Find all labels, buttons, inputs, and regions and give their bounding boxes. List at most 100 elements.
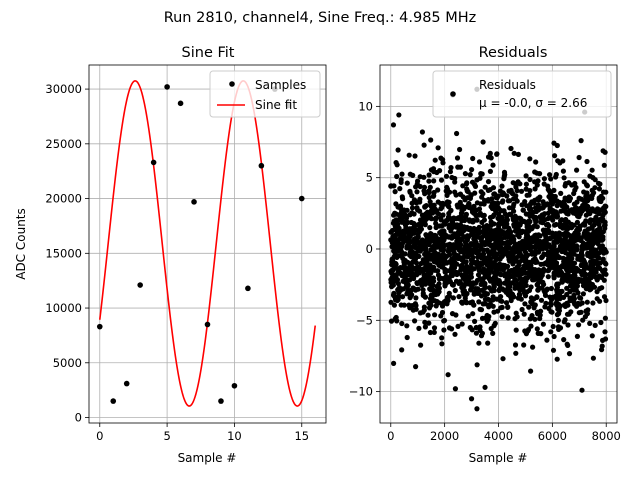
residual-point: [504, 264, 510, 270]
residual-point: [597, 230, 603, 236]
residual-point: [536, 197, 542, 203]
residual-point: [506, 269, 512, 275]
residual-point: [567, 238, 573, 244]
residual-point: [537, 312, 543, 318]
residual-point: [431, 178, 437, 184]
residual-point: [496, 211, 502, 217]
residual-point: [473, 213, 479, 219]
residual-point: [449, 219, 455, 225]
residual-point: [462, 239, 468, 245]
sine-fit-title: Sine Fit: [182, 45, 235, 61]
residual-point: [586, 251, 592, 257]
residual-point: [563, 234, 569, 240]
residual-point: [391, 266, 397, 272]
residual-point: [423, 245, 429, 251]
residual-point: [551, 197, 557, 203]
residual-point: [553, 209, 559, 215]
residual-point: [424, 275, 430, 281]
residual-point: [593, 269, 599, 275]
residual-point: [527, 205, 533, 211]
residual-point: [545, 274, 551, 280]
residual-point: [464, 300, 470, 306]
residual-point: [533, 257, 539, 263]
residual-point: [554, 356, 560, 362]
residual-point: [466, 244, 472, 250]
residual-point: [526, 304, 532, 310]
residual-point: [600, 189, 607, 195]
residual-point: [565, 322, 571, 328]
residual-point: [552, 255, 558, 261]
residual-point: [456, 294, 462, 300]
residual-point: [399, 347, 405, 353]
residual-point: [528, 212, 534, 218]
residual-point: [579, 252, 585, 258]
residual-point: [465, 313, 471, 319]
residual-point: [511, 266, 518, 272]
residual-point: [473, 280, 479, 286]
residual-point: [477, 175, 483, 181]
sample-point: [96, 323, 103, 330]
residual-point: [478, 189, 484, 195]
residual-point: [547, 205, 553, 211]
residual-point: [392, 240, 398, 246]
residual-point: [580, 291, 587, 297]
residual-point: [571, 234, 577, 240]
residual-point: [559, 288, 565, 294]
residual-point: [505, 233, 511, 239]
residual-point: [528, 284, 534, 290]
residual-point: [481, 259, 487, 266]
residual-point: [533, 219, 539, 225]
residual-point: [532, 186, 538, 192]
residual-point: [472, 236, 478, 242]
residual-point: [493, 237, 499, 243]
residual-point: [435, 145, 441, 151]
residual-point: [561, 337, 567, 343]
residual-point: [396, 212, 402, 218]
residual-point: [417, 199, 423, 205]
residual-outlier-point: [482, 384, 488, 390]
residual-point: [588, 217, 594, 223]
residual-point: [571, 201, 578, 207]
residual-point: [487, 150, 493, 156]
residual-point: [557, 221, 563, 227]
residuals-x-tick-label: 6000: [538, 429, 567, 443]
sample-point: [298, 195, 305, 202]
residual-point: [388, 229, 394, 235]
residual-point: [449, 326, 455, 332]
residual-point: [418, 342, 424, 348]
residual-point: [413, 184, 419, 190]
residual-point: [468, 257, 474, 263]
residual-point: [427, 184, 433, 190]
residual-point: [405, 259, 411, 265]
residual-point: [594, 218, 600, 224]
residual-point: [583, 263, 589, 269]
residuals-data: [388, 86, 609, 412]
residual-point: [528, 323, 534, 329]
residual-point: [590, 300, 596, 306]
residual-point: [408, 293, 414, 299]
residual-point: [486, 302, 492, 308]
residual-point: [516, 234, 522, 240]
residual-point: [548, 214, 555, 221]
residuals-y-tick-label: 0: [366, 242, 373, 256]
residual-point: [414, 189, 420, 195]
residual-point: [458, 242, 464, 248]
residual-point: [598, 246, 604, 252]
residual-point: [483, 315, 489, 321]
residual-point: [517, 259, 523, 265]
residual-point: [508, 145, 514, 152]
residual-point: [449, 256, 455, 262]
residual-point: [490, 185, 497, 191]
residual-point: [389, 259, 395, 265]
residual-point: [473, 245, 479, 251]
residual-point: [574, 283, 581, 289]
residual-point: [552, 153, 558, 159]
residual-point: [427, 281, 433, 287]
residual-point: [473, 324, 479, 331]
residual-point: [581, 220, 588, 226]
residual-point: [488, 297, 494, 304]
residual-point: [524, 237, 530, 243]
residual-point: [438, 229, 444, 235]
residual-point: [434, 208, 440, 214]
